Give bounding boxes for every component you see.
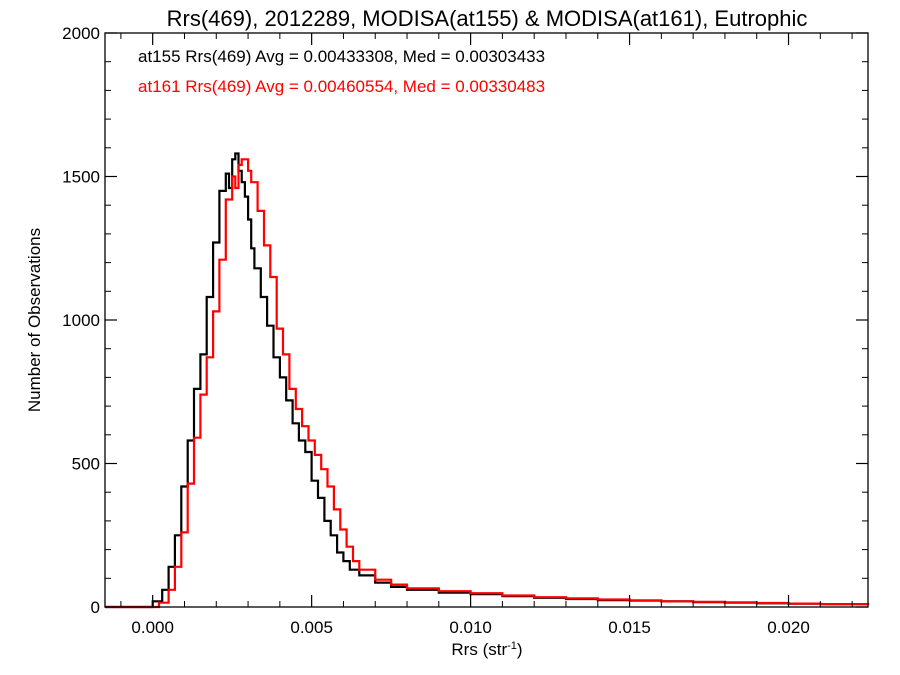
x-tick-label: 0.000 xyxy=(131,618,174,637)
x-axis-label: Rrs (str-1) xyxy=(451,640,522,659)
plot-area: 0.000 0.005 0.010 0.015 0.020 0 500 1000 1500 200… xyxy=(62,24,870,637)
x-tick-label: 0.020 xyxy=(767,618,810,637)
series-layer xyxy=(105,152,870,609)
ticks-layer: 0.000 0.005 0.010 0.015 0.020 0 500 1000 1500 200… xyxy=(62,24,868,637)
x-tick-label: 0.010 xyxy=(449,618,492,637)
x-tick-label: 0.015 xyxy=(608,618,651,637)
legend-at161: at161 Rrs(469) Avg = 0.00460554, Med = 0… xyxy=(138,77,545,96)
y-tick-label: 1000 xyxy=(62,311,100,330)
series-line-at161 xyxy=(105,158,870,609)
x-axis-label-end: ) xyxy=(517,640,523,659)
y-axis-label: Number of Observations xyxy=(25,228,44,412)
x-axis-label-main: Rrs (str xyxy=(451,640,507,659)
y-tick-label: 500 xyxy=(72,455,100,474)
y-tick-label: 0 xyxy=(91,598,100,617)
legend-at155: at155 Rrs(469) Avg = 0.00433308, Med = 0… xyxy=(138,47,545,66)
y-tick-label: 2000 xyxy=(62,24,100,43)
x-tick-label: 0.005 xyxy=(290,618,333,637)
x-axis-label-sup: -1 xyxy=(507,640,517,652)
y-tick-label: 1500 xyxy=(62,168,100,187)
chart-title: Rrs(469), 2012289, MODISA(at155) & MODIS… xyxy=(167,6,808,31)
